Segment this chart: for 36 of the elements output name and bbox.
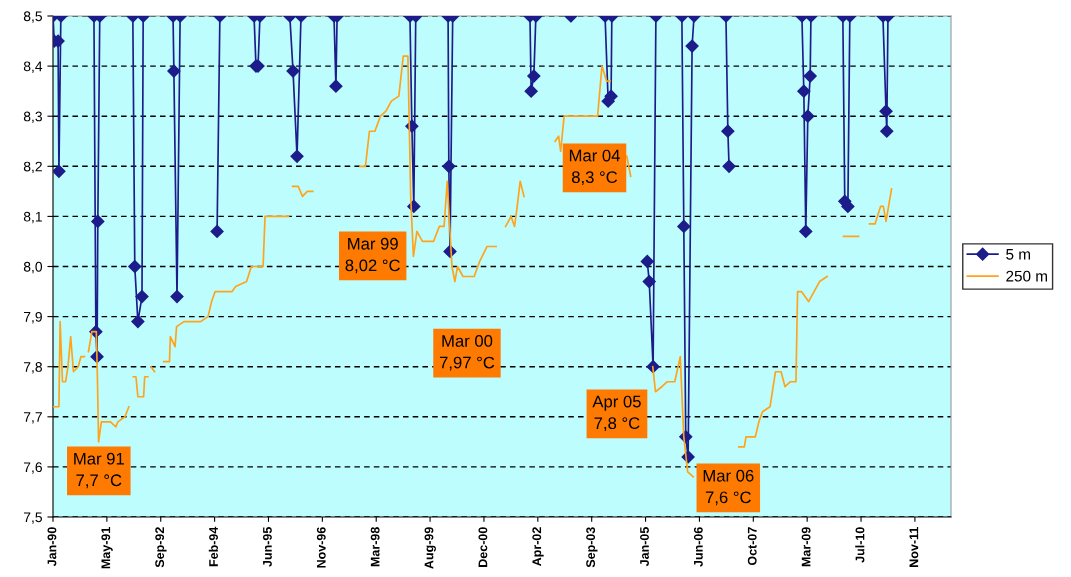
x-tick-label: Sep-92: [155, 527, 167, 568]
legend-label: 5 m: [1006, 249, 1031, 260]
x-tick-label: Aug-99: [424, 527, 436, 569]
y-tick-label: 7,8: [23, 362, 42, 374]
y-tick-label: 7,5: [23, 512, 42, 524]
x-tick-label: May-91: [101, 527, 113, 569]
x-tick-label: Nov-11: [909, 527, 919, 567]
x-tick-label: Jan-05: [640, 527, 649, 567]
y-tick-label: 8,5: [23, 11, 42, 23]
annotation: Mar 91 7,7 °C: [74, 452, 124, 489]
annotation: Apr 05 7,8 °C: [592, 395, 641, 432]
annotation: Mar 00 7,97 °C: [439, 335, 495, 371]
y-tick-label: 7,6: [23, 462, 42, 474]
y-tick-label: 8,0: [23, 261, 43, 274]
x-tick-label: Oct-07: [747, 527, 757, 566]
x-tick-label: Jun-06: [693, 527, 703, 567]
x-tick-label: Sep-03: [586, 527, 598, 568]
y-tick-label: 8,3: [23, 111, 42, 124]
x-tick-label: Dec-00: [478, 527, 488, 567]
annotation: Mar 06 7,6 °C: [703, 469, 754, 506]
x-tick-label: Jul-10: [855, 527, 865, 563]
annotation: Mar 04 8,3 °C: [569, 149, 620, 186]
y-tick-label: 7,7: [23, 412, 42, 424]
y-tick-label: 7,9: [23, 311, 42, 324]
y-tick-label: 8,1: [23, 211, 42, 224]
annotation: Mar 99 8,02 °C: [345, 237, 400, 274]
x-tick-label: Jun-95: [262, 527, 272, 567]
y-tick-label: 8,4: [23, 61, 43, 73]
x-tick-label: Mar-09: [801, 527, 811, 567]
x-tick-label: Feb-94: [208, 526, 218, 567]
x-tick-label: Apr-02: [532, 527, 544, 566]
legend-label: 250 m: [1006, 270, 1047, 282]
x-tick-label: Mar-98: [370, 527, 380, 567]
x-tick-label: Nov-96: [316, 527, 326, 568]
x-tick-label: Jan-90: [47, 527, 57, 567]
y-tick-label: 8,2: [23, 161, 42, 174]
